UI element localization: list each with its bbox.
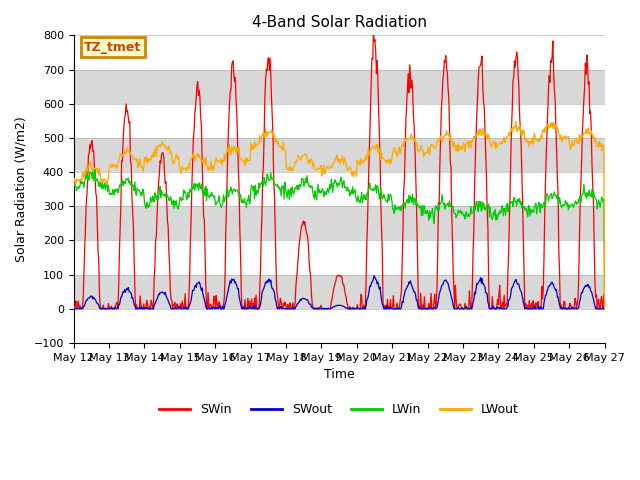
Title: 4-Band Solar Radiation: 4-Band Solar Radiation xyxy=(252,15,427,30)
Bar xyxy=(74,275,605,309)
Bar xyxy=(74,104,605,138)
Bar xyxy=(74,138,605,172)
Legend: SWin, SWout, LWin, LWout: SWin, SWout, LWin, LWout xyxy=(154,398,524,421)
Bar xyxy=(74,309,605,343)
X-axis label: Time: Time xyxy=(324,368,355,381)
Bar xyxy=(74,206,605,240)
Bar xyxy=(74,36,605,70)
Bar xyxy=(74,240,605,275)
Text: TZ_tmet: TZ_tmet xyxy=(84,41,141,54)
Bar xyxy=(74,172,605,206)
Bar xyxy=(74,70,605,104)
Y-axis label: Solar Radiation (W/m2): Solar Radiation (W/m2) xyxy=(15,116,28,262)
